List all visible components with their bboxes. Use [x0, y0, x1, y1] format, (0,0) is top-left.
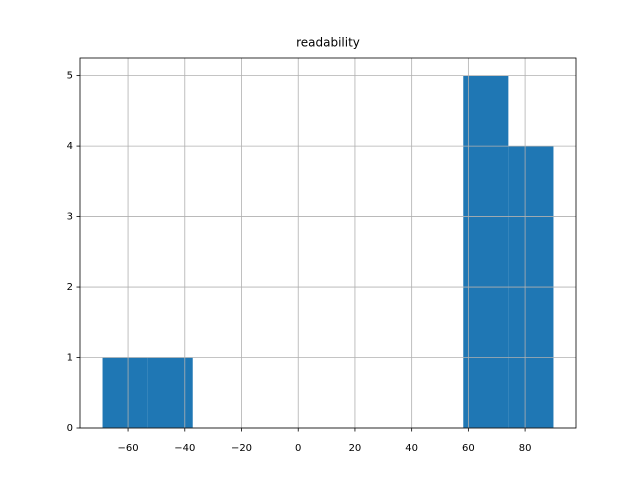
chart-title: readability: [296, 36, 360, 50]
y-tick-label: 4: [67, 141, 73, 152]
x-tick-label: 20: [349, 443, 362, 454]
bar: [102, 357, 148, 428]
bar: [147, 357, 193, 428]
x-tick-label: 40: [405, 443, 418, 454]
y-tick-label: 1: [67, 353, 73, 364]
x-tick-label: 0: [295, 443, 301, 454]
x-tick-label: 60: [462, 443, 475, 454]
y-tick-label: 5: [67, 71, 73, 82]
x-tick-label: −40: [174, 443, 195, 454]
y-tick-label: 3: [67, 212, 73, 223]
y-tick-label: 0: [67, 423, 73, 434]
x-tick-label: −60: [118, 443, 139, 454]
x-tick-label: 80: [519, 443, 532, 454]
bar: [463, 75, 509, 428]
x-tick-label: −20: [231, 443, 252, 454]
y-tick-label: 2: [67, 282, 73, 293]
axes-frame: [79, 57, 577, 429]
